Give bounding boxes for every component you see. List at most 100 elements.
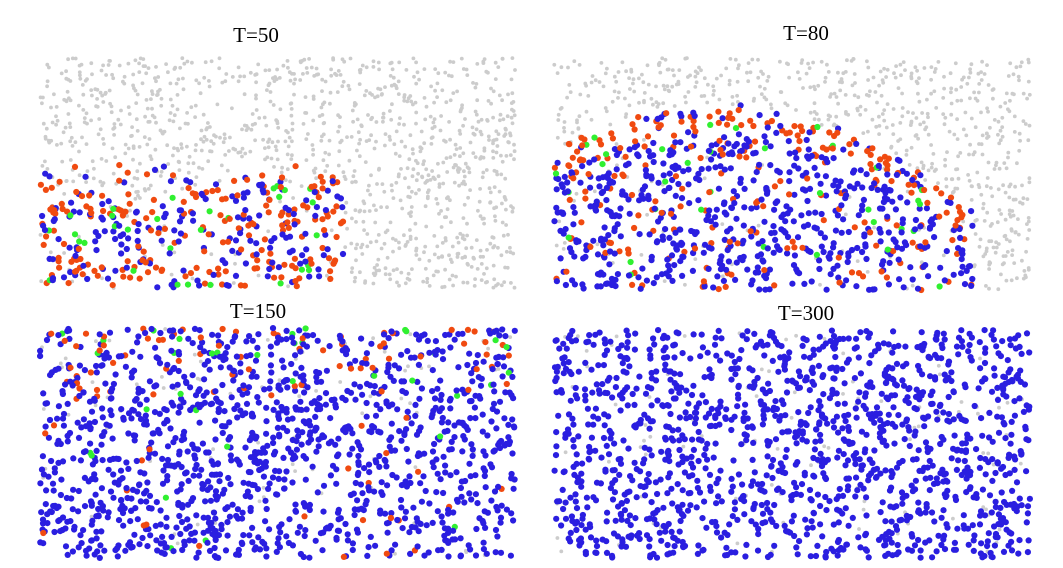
agent-dot [1016,217,1020,222]
agent-dot [42,186,50,193]
agent-dot [131,72,136,77]
agent-dot [274,424,281,431]
agent-dot [130,183,135,188]
agent-dot [135,129,140,133]
agent-dot [1005,400,1010,405]
agent-dot [290,121,295,126]
agent-dot [300,372,307,379]
agent-dot [297,394,302,399]
agent-dot [399,525,406,532]
agent-dot [260,473,267,480]
agent-dot [616,70,621,74]
agent-dot [213,395,220,402]
agent-dot [39,279,44,284]
agent-dot [360,63,365,68]
agent-dot [394,516,401,524]
agent-dot [572,59,577,64]
agent-dot [453,163,457,167]
agent-dot [305,71,310,75]
agent-dot [926,132,931,137]
agent-dot [152,522,159,530]
agent-dot [383,463,390,470]
agent-dot [100,276,104,281]
agent-dot [500,201,504,206]
agent-dot [949,177,954,182]
agent-dot [255,399,262,406]
agent-dot [179,142,184,147]
agent-dot [367,533,374,541]
agent-dot [81,92,86,97]
agent-dot [592,207,600,214]
agent-dot [59,514,67,521]
agent-dot [834,114,839,119]
agent-dot [492,244,497,248]
agent-dot [662,528,669,535]
agent-dot [445,207,450,212]
agent-dot [279,170,284,175]
agent-dot [258,449,265,456]
agent-dot [174,488,181,495]
agent-dot [92,166,96,171]
agent-dot [142,135,147,140]
agent-dot [147,532,154,539]
agent-dot [900,114,905,119]
agent-dot [337,335,344,342]
agent-dot [347,158,352,163]
agent-dot [363,413,370,420]
agent-dot [472,472,479,479]
agent-dot [711,93,716,97]
agent-dot [220,356,227,364]
agent-dot [368,240,373,245]
agent-dot [614,271,622,278]
agent-dot [1014,65,1019,70]
agent-dot [254,344,261,351]
agent-dot [424,179,429,184]
agent-dot [897,194,904,201]
agent-dot [278,336,285,343]
agent-dot [506,232,510,237]
agent-dot [54,122,58,127]
agent-dot [406,194,411,199]
agent-dot [238,539,245,546]
agent-dot [508,335,513,339]
agent-dot [275,121,280,126]
agent-dot [408,133,413,138]
agent-dot [167,245,174,252]
agent-dot [195,522,200,527]
agent-dot [426,173,431,178]
agent-dot [611,172,618,180]
agent-dot [248,373,255,380]
agent-dot [441,181,446,186]
agent-dot [340,84,345,89]
agent-dot [98,264,105,271]
agent-dot [163,189,168,194]
agent-dot [499,373,506,380]
agent-dot [461,499,468,506]
agent-dot [996,187,1001,192]
agent-dot [228,135,232,140]
agent-dot [398,504,405,511]
agent-dot [346,451,353,458]
agent-dot [88,475,95,483]
agent-dot [756,75,761,80]
agent-dot [992,118,997,122]
agent-dot [584,504,591,511]
agent-dot [296,275,303,282]
agent-dot [268,392,275,399]
agent-dot [933,548,940,555]
agent-dot [985,106,989,111]
agent-dot [917,243,924,250]
agent-dot [895,256,902,263]
agent-dot [405,458,412,465]
agent-dot [468,370,475,377]
agent-dot [435,547,442,554]
agent-dot [384,529,391,536]
agent-dot [209,139,214,144]
agent-dot [576,126,581,131]
agent-dot [243,353,250,360]
agent-dot [397,240,401,245]
agent-dot [472,491,479,498]
agent-dot [879,399,884,403]
agent-dot [817,180,824,187]
agent-dot [855,259,860,263]
